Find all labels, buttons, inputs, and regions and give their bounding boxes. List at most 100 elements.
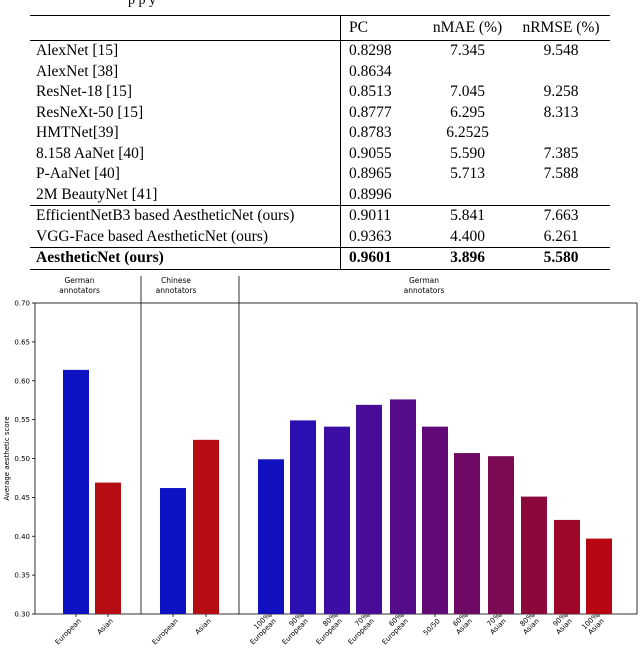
y-tick-label: 0.65 [14,338,30,346]
cell-name: P-AaNet [40] [30,164,341,185]
cell-nmae: 7.045 [450,83,485,101]
x-tick-label: Asian [96,617,115,636]
cell-nmae: 6.2525 [446,124,489,142]
cell-nmae: 5.713 [450,165,485,183]
cell-nrmse: 9.258 [543,83,579,101]
table-row: 8.158 AaNet [40] 0.9055 5.590 7.385 [30,143,610,164]
x-tick-label: 60%European [381,611,410,646]
x-tick-label: 50/50 [422,617,442,637]
x-tick-label: 100%Asian [580,611,605,636]
cell-name: 2M BeautyNet [41] [30,184,341,206]
cell-nmae: 7.345 [450,42,485,60]
cell-pc: 0.8777 [349,103,392,121]
x-tick-label: 100%European [249,611,278,646]
bar [95,482,121,614]
table-caption-fragment: p p y [0,0,640,12]
cell-nmae [423,185,512,206]
table-row: AlexNet [15] 0.8298 7.345 9.548 [30,40,610,62]
x-tick-label-line: Asian [96,617,115,636]
cell-name: HMTNet[39] [30,123,341,144]
table-row: 2M BeautyNet [41] 0.8996 [30,184,610,206]
cell-nrmse: 9.548 [543,42,579,60]
cell-pc: 0.8634 [349,62,392,80]
cell-name: AlexNet [38] [30,61,341,82]
cell-pc: 0.9011 [340,205,423,227]
cell-pc: 0.8298 [349,42,392,60]
caption-text: p p y [128,0,156,8]
cell-name: EfficientNetB3 based AestheticNet (ours) [30,205,341,227]
cell-pc: 0.8783 [349,124,392,142]
x-tick-label: 90%European [281,611,310,646]
header-nrmse: nRMSE (%) [512,15,610,41]
table-row: VGG-Face based AestheticNet (ours) 0.9363… [30,226,610,248]
y-tick-label: 0.55 [14,416,30,424]
x-tick-label: European [54,617,83,646]
table-row: P-AaNet [40] 0.8965 5.713 7.588 [30,164,610,185]
group-title: Chinese [161,276,191,285]
aesthetic-score-bar-chart: 0.30 0.35 0.40 0.45 0.50 0.55 0.60 0.65 0.70 Aver… [3,276,638,646]
y-tick-label: 0.70 [14,300,30,308]
bar [586,538,612,614]
cell-name: VGG-Face based AestheticNet (ours) [30,226,341,248]
x-tick-label: 80%European [315,611,344,646]
x-tick-label: 60%Asian [452,611,474,636]
y-tick-label: 0.40 [14,533,30,541]
cell-pc: 0.8513 [349,83,392,101]
y-tick-label: 0.50 [14,455,30,463]
header-pc: PC [340,15,423,41]
cell-nrmse: 5.580 [512,247,610,269]
table-row: ResNet-18 [15] 0.8513 7.045 9.258 [30,82,610,103]
cell-name: 8.158 AaNet [40] [30,143,341,164]
bar [390,399,416,614]
x-tick-label: 70%Asian [486,611,508,636]
group-title: annotators [59,286,100,295]
cell-pc: 0.9055 [349,144,392,162]
header-nmae: nMAE (%) [423,15,513,41]
cell-nrmse: 8.313 [543,103,579,121]
cell-name: ResNeXt-50 [15] [30,102,341,123]
cell-nrmse [512,185,610,206]
bar [488,456,514,614]
bar [521,496,547,614]
cell-name: AlexNet [15] [30,40,341,62]
y-axis-label: Average aesthetic score [3,416,11,500]
bar [63,369,89,614]
x-tick-label-line: European [151,617,180,646]
x-tick-label: 90%Asian [552,611,574,636]
x-tick-label-line: 50/50 [422,617,442,637]
bar [324,426,350,614]
x-tick-label: European [151,617,180,646]
cell-nrmse [512,62,610,83]
cell-pc: 0.8996 [349,185,392,203]
header-method [30,15,341,41]
group-title: German [409,276,439,285]
table-row: AlexNet [38] 0.8634 [30,61,610,83]
x-tick-label-line: European [54,617,83,646]
cell-name: AestheticNet (ours) [30,247,341,269]
bar [290,420,316,614]
bar [193,439,219,614]
group-title: annotators [404,286,445,295]
cell-nmae [423,62,512,83]
cell-nrmse: 6.261 [543,227,579,245]
table-row: EfficientNetB3 based AestheticNet (ours)… [30,205,610,227]
bar [554,519,580,614]
cell-nmae: 4.400 [450,227,485,245]
bar [258,459,284,614]
group-title: annotators [156,286,197,295]
table-row: ResNeXt-50 [15] 0.8777 6.295 8.313 [30,102,610,123]
table-row: AestheticNet (ours) 0.9601 3.896 5.580 [30,247,610,269]
y-tick-label: 0.35 [14,572,30,580]
y-tick-label: 0.60 [14,377,30,385]
bar [454,453,480,614]
y-tick-label: 0.45 [14,494,30,502]
cell-nmae: 3.896 [423,247,513,269]
results-table: PC nMAE (%) nRMSE (%) AlexNet [15] 0.8298… [30,15,610,270]
cell-nrmse: 7.385 [543,144,579,162]
group-title: German [64,276,94,285]
cell-pc: 0.9363 [349,227,392,245]
x-tick-label-line: Asian [194,617,213,636]
bar [356,404,382,614]
table-row: HMTNet[39] 0.8783 6.2525 [30,123,610,144]
cell-pc: 0.8965 [349,165,392,183]
